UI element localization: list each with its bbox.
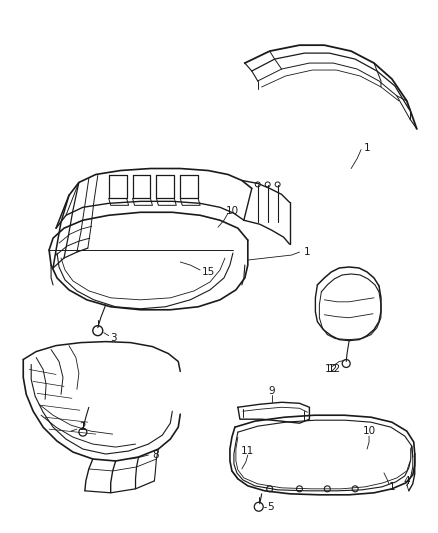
- Circle shape: [324, 486, 330, 492]
- Circle shape: [79, 428, 87, 436]
- Circle shape: [342, 360, 350, 367]
- Text: 2: 2: [80, 422, 86, 432]
- Text: 12: 12: [325, 365, 338, 375]
- Text: 1: 1: [389, 482, 395, 492]
- Circle shape: [352, 486, 358, 492]
- Text: 10: 10: [226, 206, 238, 216]
- Text: 12: 12: [328, 365, 341, 375]
- Text: 15: 15: [201, 267, 215, 277]
- Circle shape: [254, 502, 263, 511]
- Text: 10: 10: [363, 426, 376, 436]
- Text: 4: 4: [403, 476, 410, 486]
- Text: 9: 9: [268, 386, 275, 397]
- Circle shape: [93, 326, 103, 336]
- Text: 3: 3: [110, 333, 117, 343]
- Text: 8: 8: [152, 450, 159, 460]
- Text: 11: 11: [241, 446, 254, 456]
- Circle shape: [265, 182, 270, 187]
- Text: 5: 5: [267, 502, 274, 512]
- Text: 1: 1: [364, 143, 371, 152]
- Circle shape: [267, 486, 273, 492]
- Circle shape: [275, 182, 280, 187]
- Circle shape: [297, 486, 303, 492]
- Text: 1: 1: [304, 247, 311, 257]
- Circle shape: [255, 182, 260, 187]
